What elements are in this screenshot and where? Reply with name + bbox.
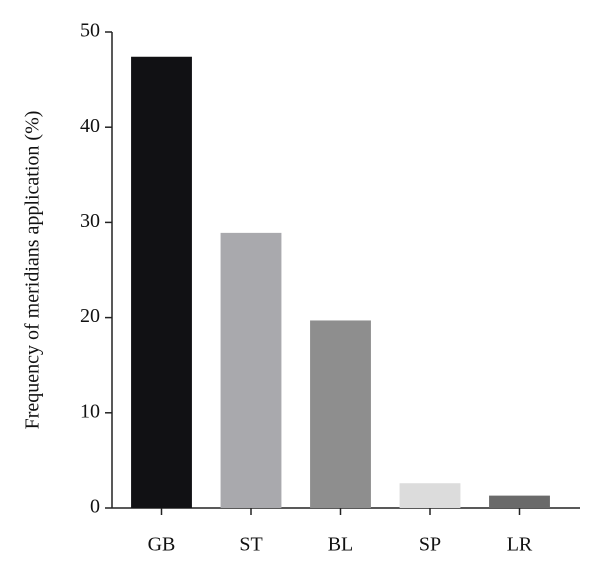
bar [310, 320, 371, 508]
x-tick-label: BL [328, 534, 354, 556]
bar [399, 483, 461, 508]
x-tick-label: ST [239, 534, 262, 556]
bar [131, 56, 192, 508]
y-tick-label: 40 [80, 115, 100, 137]
bar [220, 232, 282, 508]
bar [489, 495, 550, 508]
x-tick-label: LR [507, 534, 533, 556]
y-tick-label: 0 [90, 496, 100, 518]
y-tick-label: 50 [80, 20, 100, 42]
y-tick-label: 10 [80, 400, 100, 422]
y-tick-label: 20 [80, 305, 100, 327]
x-tick-label: SP [419, 534, 441, 556]
y-tick-label: 30 [80, 210, 100, 232]
x-tick-label: GB [148, 534, 176, 556]
y-axis-label: Frequency of meridians application (%) [22, 111, 44, 430]
